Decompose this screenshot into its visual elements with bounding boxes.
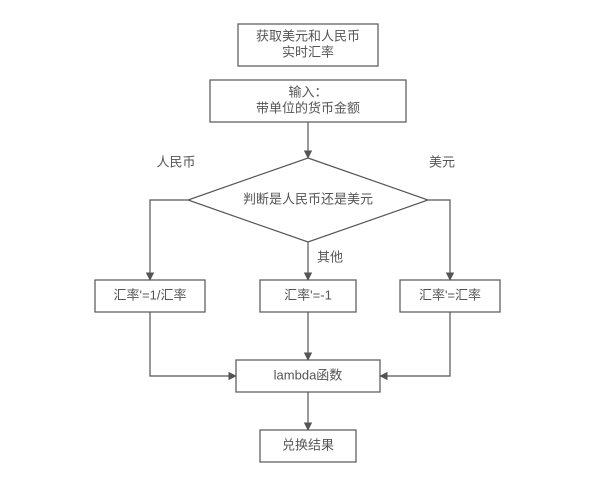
- right-label: 汇率'=汇率: [419, 287, 481, 302]
- lambda-label: lambda函数: [274, 367, 343, 382]
- flowchart-canvas: 获取美元和人民币实时汇率输入：带单位的货币金额判断是人民币还是美元汇率'=1/汇…: [0, 0, 596, 500]
- edge-label-other: 其他: [317, 249, 343, 264]
- input-label: 带单位的货币金额: [256, 100, 360, 115]
- edge-3: [428, 200, 450, 280]
- edge-6: [380, 312, 450, 376]
- input-label: 输入：: [288, 84, 327, 99]
- edge-label-rmb: 人民币: [156, 154, 195, 169]
- edge-1: [150, 200, 188, 280]
- decision-label: 判断是人民币还是美元: [243, 191, 373, 206]
- title-label: 获取美元和人民币: [256, 28, 360, 43]
- left-label: 汇率'=1/汇率: [114, 287, 187, 302]
- middle-label: 汇率'=-1: [284, 287, 332, 302]
- edge-label-usd: 美元: [429, 154, 455, 169]
- title-label: 实时汇率: [282, 44, 334, 59]
- result-label: 兑换结果: [282, 437, 334, 452]
- edge-4: [150, 312, 236, 376]
